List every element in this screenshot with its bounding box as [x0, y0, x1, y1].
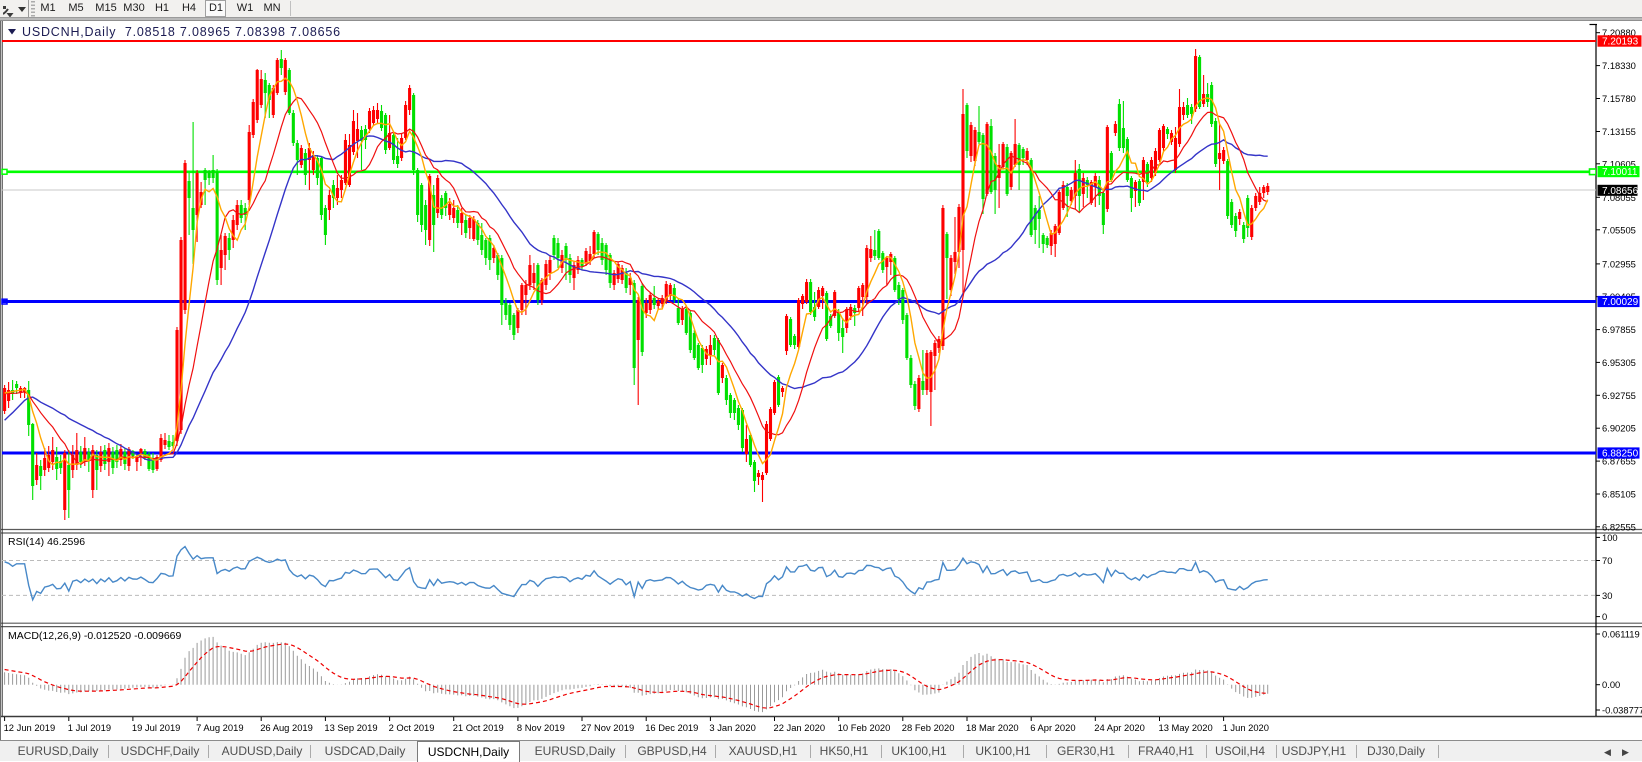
svg-text:-0.038777: -0.038777	[1602, 705, 1642, 716]
svg-text:7.00029: 7.00029	[1602, 297, 1639, 308]
svg-text:6.95305: 6.95305	[1602, 357, 1636, 368]
svg-text:30: 30	[1602, 590, 1612, 601]
svg-text:8 Nov 2019: 8 Nov 2019	[517, 722, 565, 733]
svg-text:1 Jul 2019: 1 Jul 2019	[68, 722, 111, 733]
svg-text:24 Apr 2020: 24 Apr 2020	[1094, 722, 1145, 733]
svg-text:13 Sep 2019: 13 Sep 2019	[324, 722, 377, 733]
svg-text:MACD(12,26,9) -0.012520 -0.009: MACD(12,26,9) -0.012520 -0.009669	[8, 630, 182, 642]
svg-text:7.08055: 7.08055	[1602, 192, 1636, 203]
svg-text:6.82555: 6.82555	[1602, 521, 1636, 532]
svg-text:26 Aug 2019: 26 Aug 2019	[260, 722, 313, 733]
svg-text:1 Jun 2020: 1 Jun 2020	[1223, 722, 1269, 733]
svg-text:6.88250: 6.88250	[1602, 448, 1639, 459]
svg-text:0.00: 0.00	[1602, 679, 1620, 690]
svg-text:7.18330: 7.18330	[1602, 60, 1636, 71]
svg-text:70: 70	[1602, 555, 1612, 566]
svg-text:6.90205: 6.90205	[1602, 423, 1636, 434]
svg-text:6 Apr 2020: 6 Apr 2020	[1030, 722, 1075, 733]
svg-text:13 May 2020: 13 May 2020	[1159, 722, 1213, 733]
svg-text:22 Jan 2020: 22 Jan 2020	[774, 722, 826, 733]
svg-text:7.20880: 7.20880	[1602, 27, 1636, 38]
svg-text:6.87655: 6.87655	[1602, 456, 1636, 467]
svg-text:18 Mar 2020: 18 Mar 2020	[966, 722, 1019, 733]
svg-text:0: 0	[1602, 611, 1607, 622]
svg-text:12 Jun 2019: 12 Jun 2019	[4, 722, 56, 733]
svg-text:7.10011: 7.10011	[1602, 167, 1638, 178]
svg-text:28 Feb 2020: 28 Feb 2020	[902, 722, 955, 733]
svg-text:7.05505: 7.05505	[1602, 224, 1636, 235]
svg-text:7 Aug 2019: 7 Aug 2019	[196, 722, 243, 733]
svg-text:19 Jul 2019: 19 Jul 2019	[132, 722, 180, 733]
svg-text:27 Nov 2019: 27 Nov 2019	[581, 722, 634, 733]
svg-text:USDCNH,Daily 7.08518 7.08965: USDCNH,Daily 7.08518 7.08965 7.08398 7.0…	[22, 25, 341, 39]
svg-text:RSI(14) 46.2596: RSI(14) 46.2596	[8, 536, 85, 548]
svg-text:21 Oct 2019: 21 Oct 2019	[453, 722, 504, 733]
svg-text:100: 100	[1602, 532, 1618, 543]
svg-text:6.97855: 6.97855	[1602, 324, 1636, 335]
svg-text:7.10605: 7.10605	[1602, 158, 1636, 169]
svg-text:6.85105: 6.85105	[1602, 489, 1636, 500]
svg-text:3 Jan 2020: 3 Jan 2020	[709, 722, 755, 733]
svg-text:6.92755: 6.92755	[1602, 390, 1636, 401]
svg-text:2 Oct 2019: 2 Oct 2019	[389, 722, 435, 733]
svg-text:7.02955: 7.02955	[1602, 258, 1636, 269]
svg-text:7.13155: 7.13155	[1602, 126, 1636, 137]
svg-text:16 Dec 2019: 16 Dec 2019	[645, 722, 698, 733]
svg-text:7.20193: 7.20193	[1602, 36, 1639, 47]
svg-text:7.08656: 7.08656	[1602, 186, 1639, 197]
svg-text:10 Feb 2020: 10 Feb 2020	[838, 722, 891, 733]
svg-text:7.15780: 7.15780	[1602, 93, 1636, 104]
svg-text:0.061119: 0.061119	[1602, 629, 1640, 640]
